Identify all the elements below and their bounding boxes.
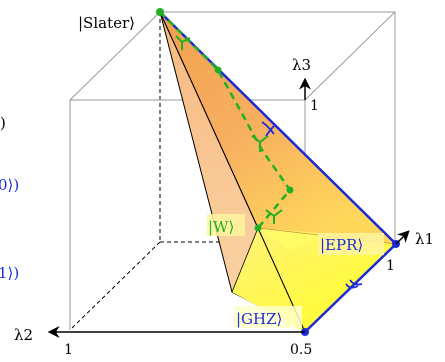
blue-arrow-lower bbox=[345, 279, 363, 289]
tick-lambda2-1: 1 bbox=[64, 342, 73, 358]
cut-text-mid: 0⟩) bbox=[0, 176, 19, 194]
vertex-slater bbox=[156, 8, 164, 16]
green-arrow bbox=[175, 35, 191, 50]
lambda2-label: λ2 bbox=[14, 326, 33, 344]
blue-arrow-upper bbox=[261, 121, 275, 137]
epr-label-bg bbox=[318, 233, 384, 255]
green-arrow bbox=[251, 135, 269, 152]
green-dot bbox=[254, 224, 262, 232]
w-label: |W⟩ bbox=[208, 218, 234, 236]
blue-edge-slater-epr bbox=[159, 11, 397, 245]
tick-lambda2-0.5: 0.5 bbox=[290, 342, 312, 358]
cut-text-top: ) bbox=[0, 114, 6, 132]
tick-lambda1-1: 1 bbox=[386, 258, 395, 274]
ghz-label: |GHZ⟩ bbox=[236, 310, 282, 328]
tick-lambda3-1: 1 bbox=[310, 98, 319, 114]
lambda3-label: λ3 bbox=[292, 56, 311, 74]
green-dot bbox=[214, 66, 222, 74]
lambda1-label: λ1 bbox=[415, 230, 434, 248]
slater-label: |Slater⟩ bbox=[78, 14, 135, 32]
green-dot bbox=[286, 186, 294, 194]
cube-hidden-edge bbox=[69, 241, 161, 331]
edge-w-corner bbox=[231, 227, 259, 293]
edge-slater-ghz bbox=[159, 11, 306, 333]
green-path bbox=[159, 11, 292, 229]
w-label-bg bbox=[207, 214, 245, 236]
green-arrow bbox=[265, 209, 283, 224]
cut-text-bottom: 1⟩) bbox=[0, 264, 19, 282]
ghz-label-bg bbox=[234, 306, 302, 328]
lambda1-axis bbox=[395, 230, 410, 245]
epr-label: |EPR⟩ bbox=[320, 236, 363, 254]
yellow-highlight bbox=[258, 228, 330, 250]
